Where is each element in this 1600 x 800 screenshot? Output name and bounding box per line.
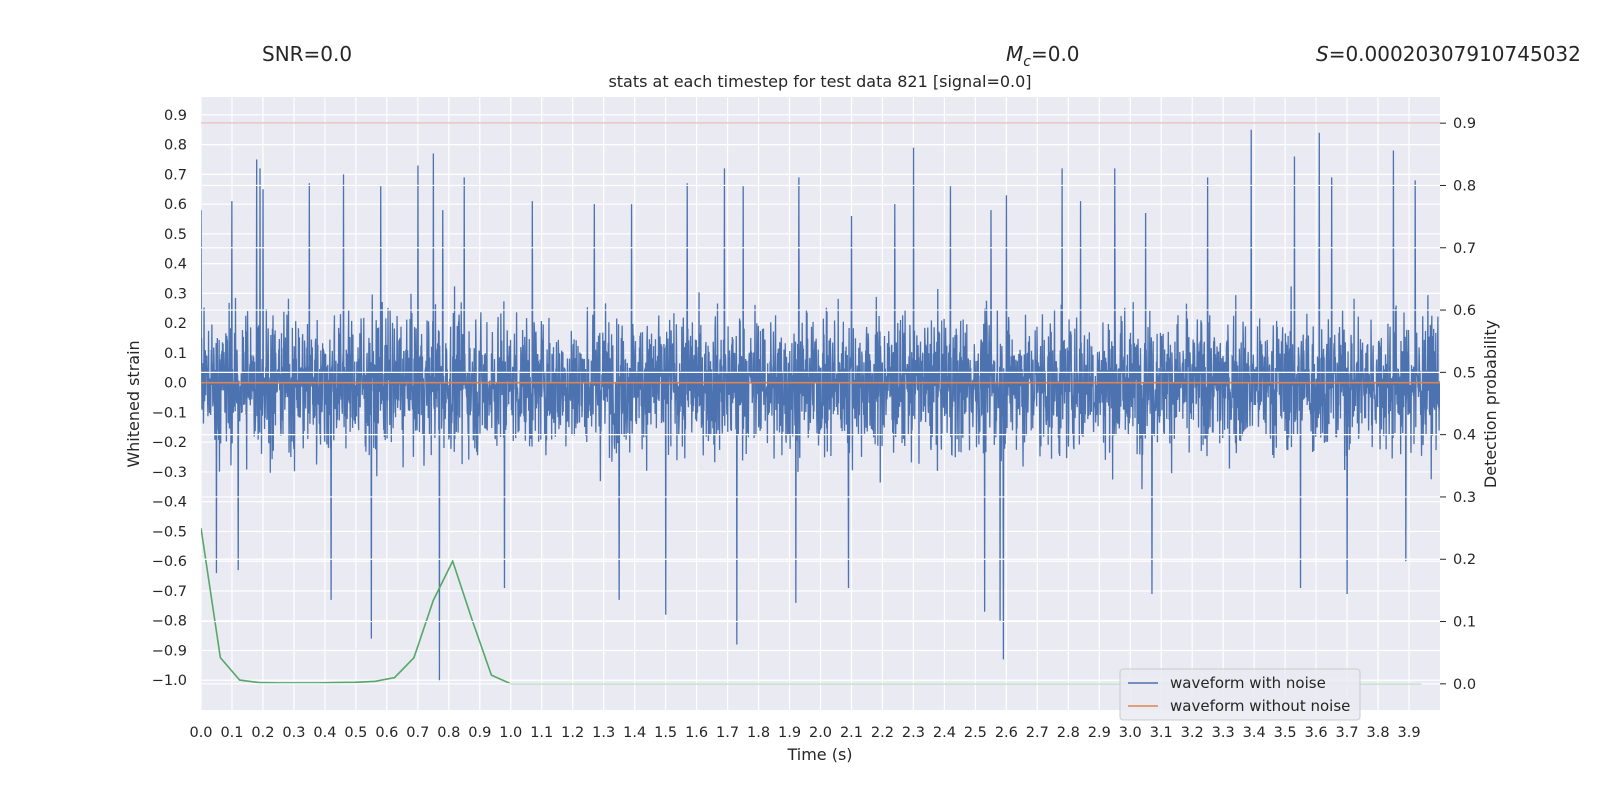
y-tick-label-4: 0.5	[164, 227, 187, 243]
y-tick-label-9: 0.0	[164, 376, 187, 392]
y-tick-label-3: 0.6	[164, 197, 187, 213]
x-tick-label-36: 3.6	[1305, 725, 1328, 741]
y-tick-label-6: 0.3	[164, 286, 187, 302]
x-tick-label-15: 1.5	[654, 725, 677, 741]
x-tick-label-3: 0.3	[282, 725, 305, 741]
y2-tick-label-8: 0.1	[1453, 615, 1476, 631]
y-tick-label-5: 0.4	[164, 257, 187, 273]
x-tick-label-38: 3.8	[1367, 725, 1390, 741]
x-tick-label-27: 2.7	[1026, 725, 1049, 741]
x-tick-label-26: 2.6	[995, 725, 1018, 741]
mc-symbol: M	[1006, 42, 1023, 66]
y-tick-label-17: −0.8	[152, 614, 187, 630]
mc-value: =0.0	[1031, 42, 1080, 66]
y-tick-label-14: −0.5	[152, 524, 187, 540]
y-tick-label-19: −1.0	[152, 673, 187, 689]
x-tick-label-30: 3.0	[1119, 725, 1142, 741]
x-tick-label-23: 2.3	[902, 725, 925, 741]
x-tick-label-13: 1.3	[592, 725, 615, 741]
s-symbol: S	[1316, 42, 1329, 66]
s-label: S=0.00020307910745032	[1316, 42, 1581, 66]
y-tick-label-1: 0.8	[164, 138, 187, 154]
x-tick-label-24: 2.4	[933, 725, 956, 741]
legend-label-without-noise: waveform without noise	[1170, 697, 1350, 715]
x-tick-label-31: 3.1	[1150, 725, 1173, 741]
y2-tick-labels: 0.9 0.8 0.7 0.6 0.5 0.4 0.3 0.2 0.1 0.0	[1440, 116, 1476, 693]
y-tick-label-16: −0.7	[152, 584, 187, 600]
mc-label: Mc=0.0	[1006, 42, 1080, 70]
y-tick-label-15: −0.6	[152, 554, 187, 570]
x-tick-label-10: 1.0	[499, 725, 522, 741]
y-tick-labels: 0.9 0.8 0.7 0.6 0.5 0.4 0.3 0.2 0.1 0.0 −0.1 −0.2 −0…	[152, 108, 187, 689]
x-tick-label-25: 2.5	[964, 725, 987, 741]
x-tick-label-17: 1.7	[716, 725, 739, 741]
y-tick-label-18: −0.9	[152, 643, 187, 659]
y2-tick-label-0: 0.9	[1453, 116, 1476, 132]
x-tick-label-0: 0.0	[189, 725, 212, 741]
y-tick-label-10: −0.1	[152, 405, 187, 421]
x-tick-label-1: 0.1	[220, 725, 243, 741]
y2-tick-label-9: 0.0	[1453, 677, 1476, 693]
x-tick-label-33: 3.3	[1212, 725, 1235, 741]
y-tick-label-7: 0.2	[164, 316, 187, 332]
x-tick-label-2: 0.2	[251, 725, 274, 741]
y-tick-label-13: −0.4	[152, 495, 187, 511]
y2-tick-label-1: 0.8	[1453, 178, 1476, 194]
y-tick-label-2: 0.7	[164, 167, 187, 183]
x-tick-label-28: 2.8	[1057, 725, 1080, 741]
snr-label: SNR=0.0	[262, 42, 352, 66]
y-tick-label-12: −0.3	[152, 465, 187, 481]
chart-title: stats at each timestep for test data 821…	[608, 72, 1031, 91]
y-tick-label-8: 0.1	[164, 346, 187, 362]
y2-tick-label-4: 0.5	[1453, 365, 1476, 381]
y2-axis-label: Detection probability	[1481, 320, 1500, 488]
y2-tick-label-7: 0.2	[1453, 552, 1476, 568]
x-tick-label-35: 3.5	[1274, 725, 1297, 741]
x-axis-label: Time (s)	[786, 745, 852, 764]
x-tick-label-22: 2.2	[871, 725, 894, 741]
x-tick-label-20: 2.0	[809, 725, 832, 741]
x-tick-label-34: 3.4	[1243, 725, 1266, 741]
x-tick-label-16: 1.6	[685, 725, 708, 741]
y-axis-label: Whitened strain	[124, 340, 143, 467]
x-tick-label-4: 0.4	[313, 725, 336, 741]
legend-box	[1119, 668, 1361, 721]
x-tick-label-39: 3.9	[1397, 725, 1420, 741]
s-value: =0.00020307910745032	[1329, 42, 1581, 66]
mc-subscript: c	[1023, 54, 1031, 70]
legend-label-with-noise: waveform with noise	[1170, 674, 1326, 692]
x-tick-label-21: 2.1	[840, 725, 863, 741]
y2-tick-label-2: 0.7	[1453, 241, 1476, 257]
y-tick-label-0: 0.9	[164, 108, 187, 124]
x-tick-label-5: 0.5	[344, 725, 367, 741]
x-tick-label-14: 1.4	[623, 725, 646, 741]
x-tick-label-37: 3.7	[1336, 725, 1359, 741]
x-tick-label-6: 0.6	[375, 725, 398, 741]
x-tick-label-19: 1.9	[778, 725, 801, 741]
x-tick-label-9: 0.9	[468, 725, 491, 741]
x-tick-label-18: 1.8	[747, 725, 770, 741]
x-tick-label-32: 3.2	[1181, 725, 1204, 741]
y2-tick-label-3: 0.6	[1453, 303, 1476, 319]
x-tick-label-12: 1.2	[561, 725, 584, 741]
y2-tick-label-5: 0.4	[1453, 428, 1476, 444]
x-tick-label-29: 2.9	[1088, 725, 1111, 741]
x-tick-labels: 0.0 0.1 0.2 0.3 0.4 0.5 0.6 0.7 0.8 0.9 1.0 1.1 1.2 1…	[189, 725, 1420, 741]
y-tick-label-11: −0.2	[152, 435, 187, 451]
legend: waveform with noise waveform without noi…	[1119, 668, 1361, 721]
x-tick-label-8: 0.8	[437, 725, 460, 741]
series-waveform-with-noise	[201, 129, 1440, 681]
x-tick-label-7: 0.7	[406, 725, 429, 741]
x-tick-label-11: 1.1	[530, 725, 553, 741]
y2-tick-label-6: 0.3	[1453, 490, 1476, 506]
